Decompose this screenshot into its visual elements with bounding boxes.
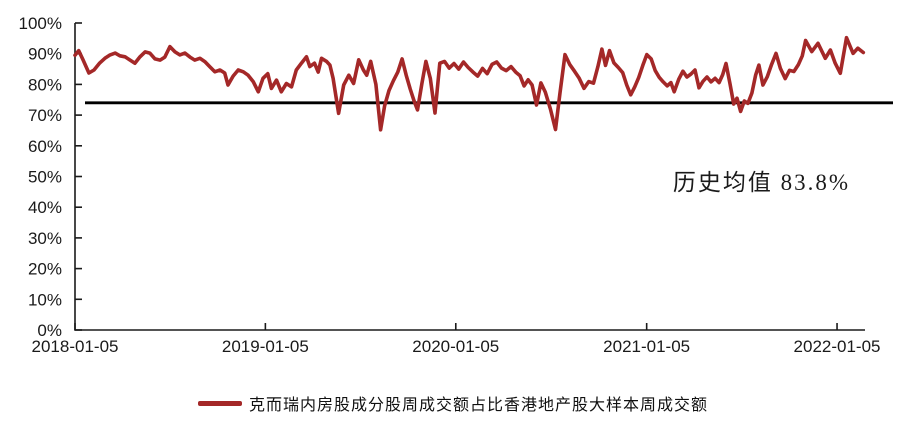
y-tick-label: 50% [28, 168, 62, 187]
legend-line-swatch [197, 400, 242, 406]
x-tick-label: 2018-01-05 [32, 337, 119, 356]
y-tick-label: 90% [28, 45, 62, 64]
x-tick-label: 2022-01-05 [794, 337, 881, 356]
mean-annotation: 历史均值 83.8% [672, 169, 851, 195]
y-tick-label: 100% [19, 14, 62, 33]
x-tick-label: 2021-01-05 [603, 337, 690, 356]
y-tick-label: 20% [28, 260, 62, 279]
y-tick-label: 40% [28, 198, 62, 217]
y-tick-label: 70% [28, 106, 62, 125]
y-tick-label: 60% [28, 137, 62, 156]
y-tick-label: 10% [28, 290, 62, 309]
x-tick-label: 2020-01-05 [412, 337, 499, 356]
series-line [73, 35, 866, 132]
y-tick-label: 80% [28, 75, 62, 94]
y-tick-label: 0% [37, 321, 62, 340]
legend: 克而瑞内房股成分股周成交额占比香港地产股大样本周成交额 [0, 391, 906, 415]
x-tick-label: 2019-01-05 [222, 337, 309, 356]
y-tick-label: 30% [28, 229, 62, 248]
legend-series-label: 克而瑞内房股成分股周成交额占比香港地产股大样本周成交额 [248, 397, 708, 414]
